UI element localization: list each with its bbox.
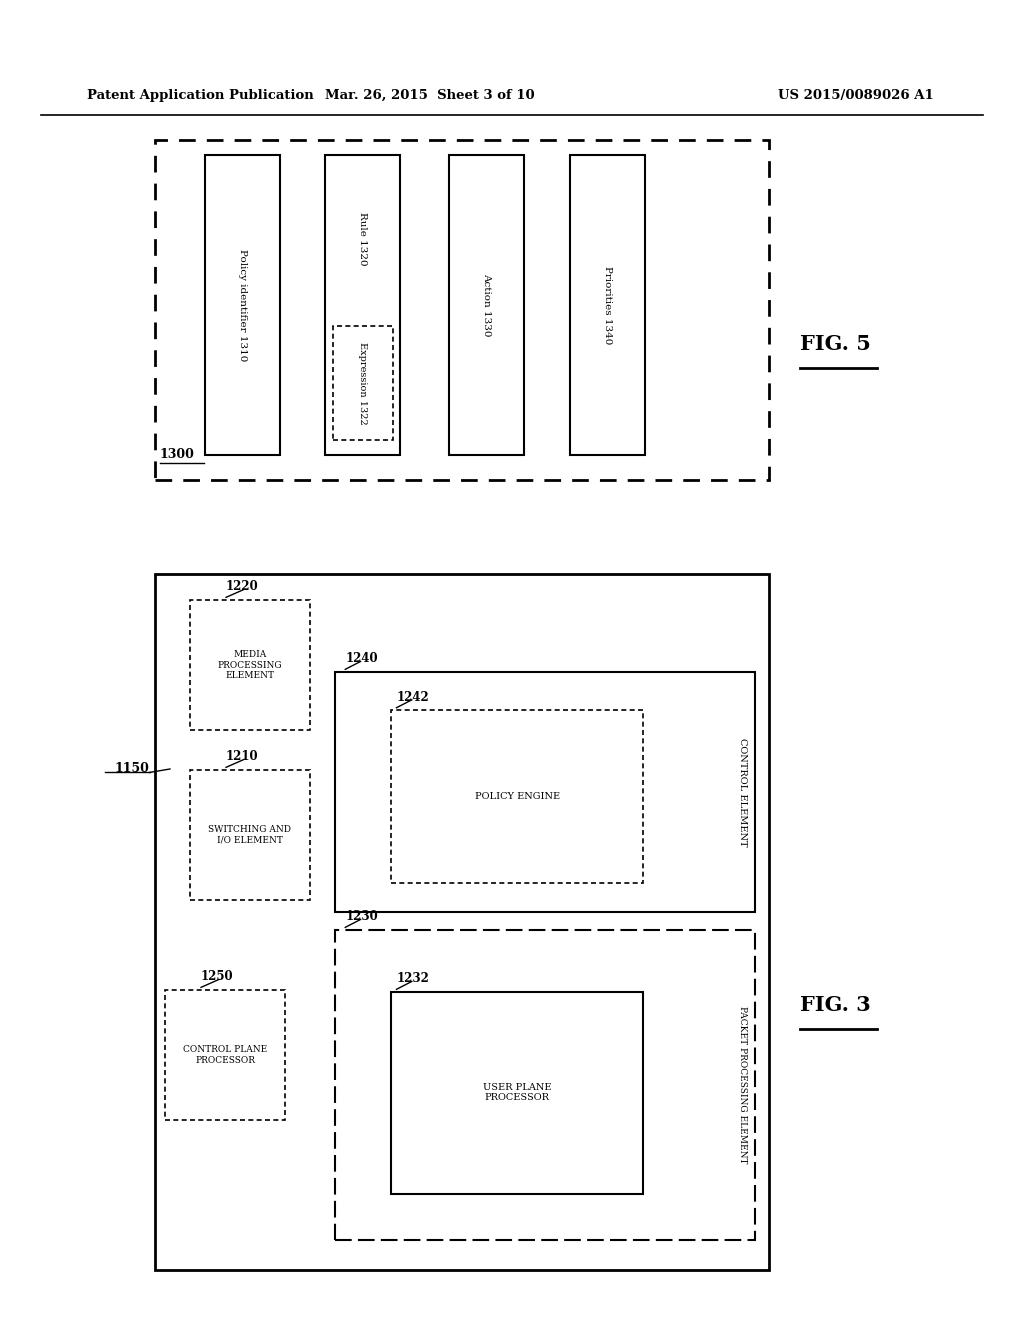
Bar: [165, 990, 285, 1119]
Text: FIG. 5: FIG. 5: [800, 334, 870, 354]
Text: US 2015/0089026 A1: US 2015/0089026 A1: [778, 88, 934, 102]
Text: Rule 1320: Rule 1320: [358, 213, 367, 265]
Bar: [190, 601, 310, 730]
Bar: [391, 993, 643, 1193]
Text: 1230: 1230: [345, 911, 378, 924]
Text: 1240: 1240: [345, 652, 378, 665]
Text: Mar. 26, 2015  Sheet 3 of 10: Mar. 26, 2015 Sheet 3 of 10: [326, 88, 535, 102]
Bar: [190, 770, 310, 900]
Bar: [391, 710, 643, 883]
Text: PACKET PROCESSING ELEMENT: PACKET PROCESSING ELEMENT: [738, 1006, 748, 1164]
Bar: [335, 931, 755, 1239]
Text: CONTROL ELEMENT: CONTROL ELEMENT: [738, 738, 748, 846]
Text: 1220: 1220: [226, 581, 259, 594]
Text: Patent Application Publication: Patent Application Publication: [87, 88, 313, 102]
Text: 1150: 1150: [115, 763, 150, 775]
Text: 1232: 1232: [396, 973, 429, 986]
Text: POLICY ENGINE: POLICY ENGINE: [475, 792, 560, 801]
Bar: [325, 154, 400, 455]
Text: Expression 1322: Expression 1322: [358, 342, 367, 424]
Bar: [333, 326, 392, 440]
Text: FIG. 3: FIG. 3: [800, 995, 870, 1015]
Bar: [449, 154, 524, 455]
Text: Action 1330: Action 1330: [482, 273, 490, 337]
Text: Priorities 1340: Priorities 1340: [603, 265, 612, 345]
Text: 1300: 1300: [160, 447, 195, 461]
Text: CONTROL PLANE
PROCESSOR: CONTROL PLANE PROCESSOR: [183, 1045, 267, 1065]
Text: 1250: 1250: [201, 970, 233, 983]
Bar: [155, 140, 769, 480]
Bar: [205, 154, 280, 455]
Text: 1242: 1242: [396, 690, 429, 704]
Text: Policy identifier 1310: Policy identifier 1310: [238, 248, 247, 362]
Bar: [155, 574, 769, 1270]
Text: MEDIA
PROCESSING
ELEMENT: MEDIA PROCESSING ELEMENT: [218, 651, 283, 680]
Text: SWITCHING AND
I/O ELEMENT: SWITCHING AND I/O ELEMENT: [209, 825, 292, 845]
Bar: [335, 672, 755, 912]
Text: USER PLANE
PROCESSOR: USER PLANE PROCESSOR: [483, 1082, 552, 1102]
Bar: [570, 154, 645, 455]
Text: 1210: 1210: [226, 750, 259, 763]
